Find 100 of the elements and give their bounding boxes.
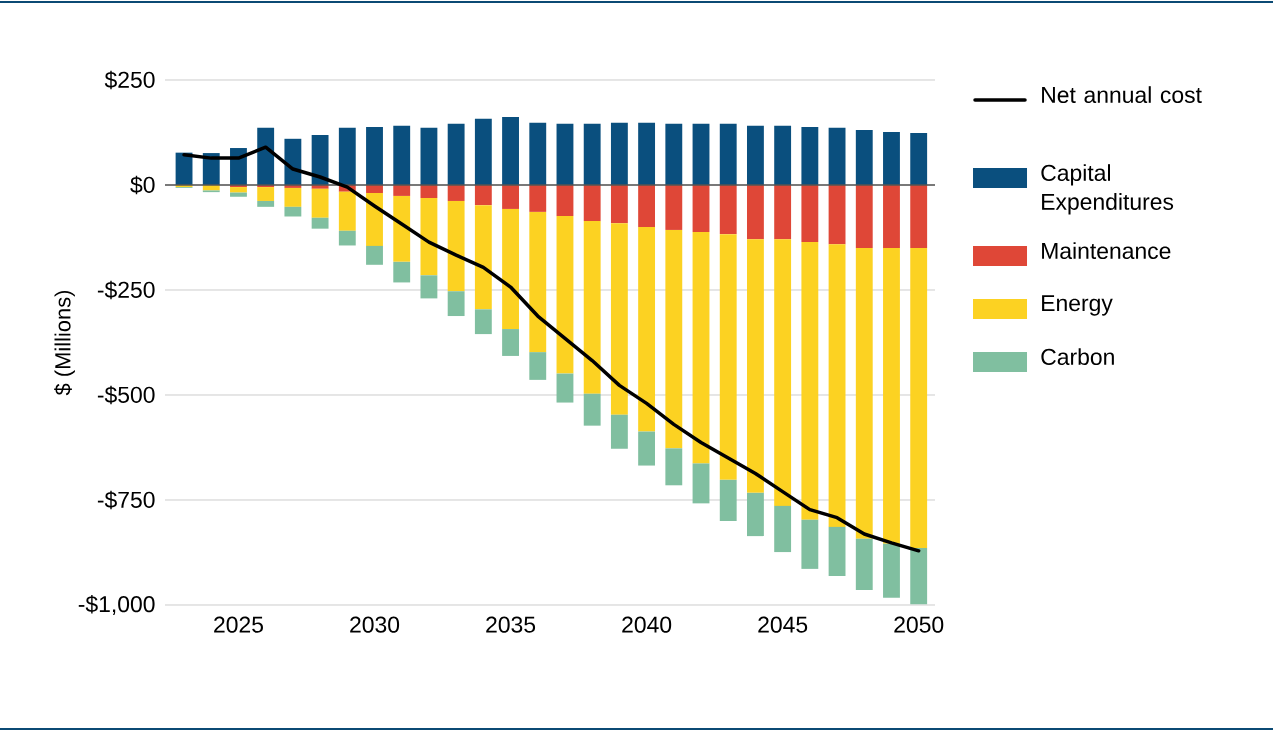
bar [665,448,683,486]
bar [474,205,492,310]
bar [855,538,873,590]
bar [801,519,819,569]
x-tick-label: 2030 [350,616,400,633]
bar [447,200,465,292]
bar [393,261,411,283]
bar [692,232,710,464]
bar [447,184,465,201]
bar [774,239,792,506]
bar [665,229,683,449]
bar [583,123,601,185]
bar [610,184,628,224]
bar [366,245,383,265]
bar [583,184,601,222]
x-tick-label: 2040 [622,616,672,633]
x-tick-label: 2050 [894,616,944,633]
bar [366,127,383,185]
bar [719,123,737,185]
y-tick-label: -$500 [97,385,155,405]
bar [529,184,547,212]
bar [855,247,873,539]
bar [502,208,519,330]
bar [883,132,900,185]
bar [311,217,329,229]
bar [447,123,465,185]
bar [502,116,519,185]
bar [665,123,683,185]
bar [284,187,302,207]
bar [420,127,438,185]
bar [447,291,465,317]
bar [692,123,710,185]
bar [855,184,873,248]
bar [420,275,438,299]
bar [883,543,900,598]
y-tick-label: -$1,000 [78,595,155,615]
bar [366,192,383,246]
y-tick-label: $250 [104,70,155,90]
bar [638,226,656,432]
bar [583,221,601,394]
bar [855,129,873,185]
bar [828,127,846,185]
bar [638,184,656,227]
bar [910,184,928,248]
bar [774,505,792,553]
line-series [182,145,921,553]
bar [556,216,574,374]
bar [556,373,574,403]
bar [338,230,356,246]
bar [774,125,792,185]
x-tick-label: 2035 [486,616,536,633]
bar [529,122,547,185]
bar [638,431,656,466]
bar [420,198,438,276]
bar [610,414,628,449]
bar [393,125,411,185]
bar [692,463,710,504]
bar [529,352,547,380]
bar [230,187,247,193]
bar [583,393,601,426]
bar [747,184,764,240]
bar [883,184,900,248]
bar [910,547,928,605]
bar [747,125,764,185]
legend-label: Energy [1042,295,1113,316]
bar [719,234,737,480]
bar [556,123,574,185]
bar [719,184,737,235]
bar [665,184,683,230]
bar [338,191,356,231]
y-axis-title: $ (Millions) [54,290,75,396]
bar [474,184,492,206]
bar [910,247,928,548]
bar [719,479,737,521]
bar [393,195,411,262]
bar [529,211,547,353]
bar [774,184,792,240]
bar [556,184,574,217]
bar [502,184,519,209]
legend-label: Capital Expenditures [1041,164,1174,215]
bar [610,223,628,415]
bar [338,127,356,185]
bar [284,206,302,217]
bar [474,309,492,335]
bar [638,122,656,185]
bar [311,188,329,218]
bar [801,127,819,185]
bar [393,184,411,196]
y-tick-label: -$250 [97,280,155,300]
bar [610,122,628,185]
bar [828,244,846,527]
legend-label: Net annual cost [1042,86,1202,104]
y-tick-label: $0 [130,175,155,195]
bar [801,242,819,520]
bar [883,247,900,544]
bar [747,492,764,537]
bar [230,192,247,197]
bar [502,329,519,356]
bar [828,184,846,245]
x-tick-label: 2045 [758,616,808,633]
